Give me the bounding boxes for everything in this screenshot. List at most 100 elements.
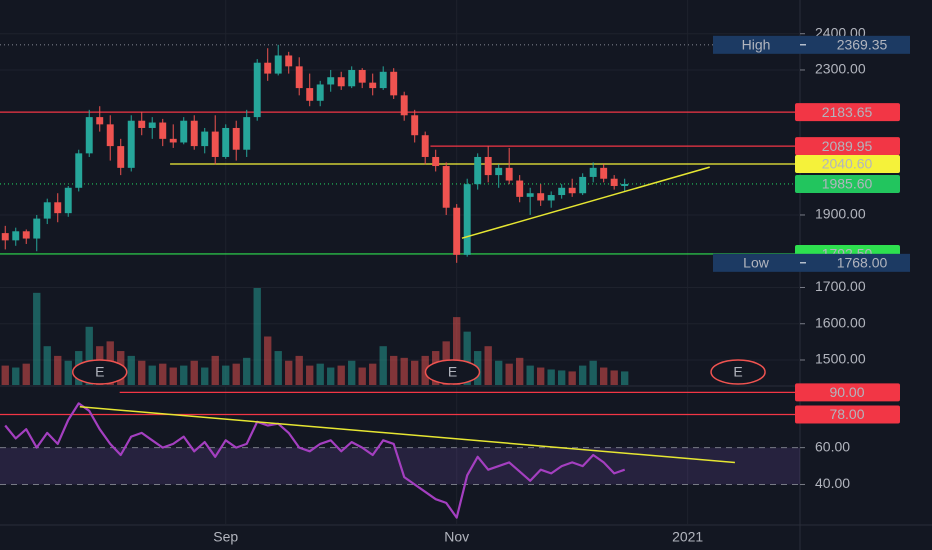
candle-body — [274, 55, 282, 74]
level-box — [713, 253, 910, 272]
candle-body — [54, 202, 62, 214]
volume-bar — [253, 288, 261, 385]
candle-body — [211, 131, 219, 157]
candle-body — [547, 195, 555, 201]
level-label: 2369.35 — [837, 37, 888, 53]
candle-body — [411, 115, 419, 136]
volume-bar — [505, 363, 513, 385]
volume-bar — [358, 367, 366, 385]
candle-body — [148, 122, 156, 128]
level-label: 2089.95 — [822, 138, 873, 154]
candle-body — [159, 122, 167, 139]
level-box — [795, 103, 900, 122]
volume-bar — [327, 367, 335, 385]
candle-body — [127, 120, 135, 168]
volume-bar — [620, 371, 629, 385]
candle-body — [306, 88, 314, 101]
volume-bar — [600, 367, 608, 385]
volume-bar — [232, 363, 240, 385]
candle-body — [316, 84, 324, 101]
y-tick-label: 40.00 — [815, 475, 850, 491]
candle-body — [75, 153, 83, 188]
volume-bar — [526, 365, 534, 385]
volume-bar — [400, 357, 408, 385]
candle-body — [22, 231, 30, 239]
level-box — [713, 35, 910, 54]
candle-body — [106, 124, 114, 147]
volume-bar — [138, 360, 146, 385]
volume-bar — [337, 365, 345, 385]
candle-body — [474, 156, 482, 185]
rsi-trendline — [79, 405, 735, 464]
volume-bar — [369, 363, 377, 385]
volume-bar — [348, 360, 356, 385]
volume-bar — [516, 357, 524, 385]
candle-body — [463, 184, 471, 255]
candle-body — [180, 120, 188, 143]
volume-bar — [190, 360, 198, 385]
volume-bar — [316, 363, 324, 385]
candle-body — [558, 187, 566, 196]
candle-body — [421, 135, 429, 157]
candle-body — [285, 55, 293, 67]
volume-bar — [495, 360, 503, 385]
level-name: High — [742, 37, 771, 53]
volume-bar — [85, 326, 93, 385]
candle-body — [526, 193, 534, 197]
volume-bar — [43, 346, 51, 385]
volume-bar — [579, 365, 587, 385]
candle-body — [495, 167, 503, 176]
candle-body — [589, 167, 597, 177]
candle-body — [117, 146, 125, 168]
x-tick-label: 2021 — [672, 529, 703, 545]
volume-bar — [54, 355, 62, 385]
volume-bar — [484, 346, 492, 385]
candle-body — [253, 62, 261, 118]
volume-bar — [127, 355, 135, 385]
candle-body — [358, 69, 366, 83]
y-tick-label: 2300.00 — [815, 61, 866, 77]
volume-bar — [274, 351, 282, 385]
candle-body — [201, 131, 209, 147]
candle-body — [432, 156, 440, 167]
volume-bar — [159, 363, 167, 385]
volume-bar — [211, 355, 219, 385]
event-label: E — [448, 364, 457, 380]
candle-body — [369, 82, 377, 89]
candle-body — [337, 77, 345, 87]
candle-body — [348, 69, 356, 87]
volume-bar — [64, 360, 72, 385]
level-box — [795, 155, 900, 174]
candle-body — [600, 167, 608, 179]
candle-body — [138, 120, 146, 128]
volume-bar — [180, 365, 188, 385]
candle-body — [505, 167, 513, 181]
volume-bar — [285, 360, 293, 385]
candle-body — [484, 156, 492, 176]
candle-body — [453, 207, 461, 255]
volume-bar — [558, 370, 566, 385]
y-tick-label: 1700.00 — [815, 278, 866, 294]
level-box — [795, 137, 900, 156]
candle-body — [43, 202, 51, 219]
y-tick-label: 1900.00 — [815, 206, 866, 222]
y-tick-label: 1600.00 — [815, 314, 866, 330]
candle-body — [232, 127, 240, 150]
candle-body — [33, 218, 41, 239]
candle-body — [516, 180, 524, 197]
volume-bar — [610, 370, 618, 385]
candle-body — [579, 176, 587, 194]
y-tick-label: 1500.00 — [815, 351, 866, 367]
volume-bar — [22, 363, 30, 385]
candle-body — [96, 117, 104, 125]
level-label: 1768.00 — [837, 255, 888, 271]
event-label: E — [95, 364, 104, 380]
rsi-level-label: 90.00 — [829, 384, 864, 400]
candle-body — [1, 233, 9, 241]
event-label: E — [733, 364, 742, 380]
rsi-level-box — [795, 405, 900, 424]
candle-body — [537, 193, 545, 201]
candle-body — [610, 178, 618, 186]
candle-body — [400, 95, 408, 116]
